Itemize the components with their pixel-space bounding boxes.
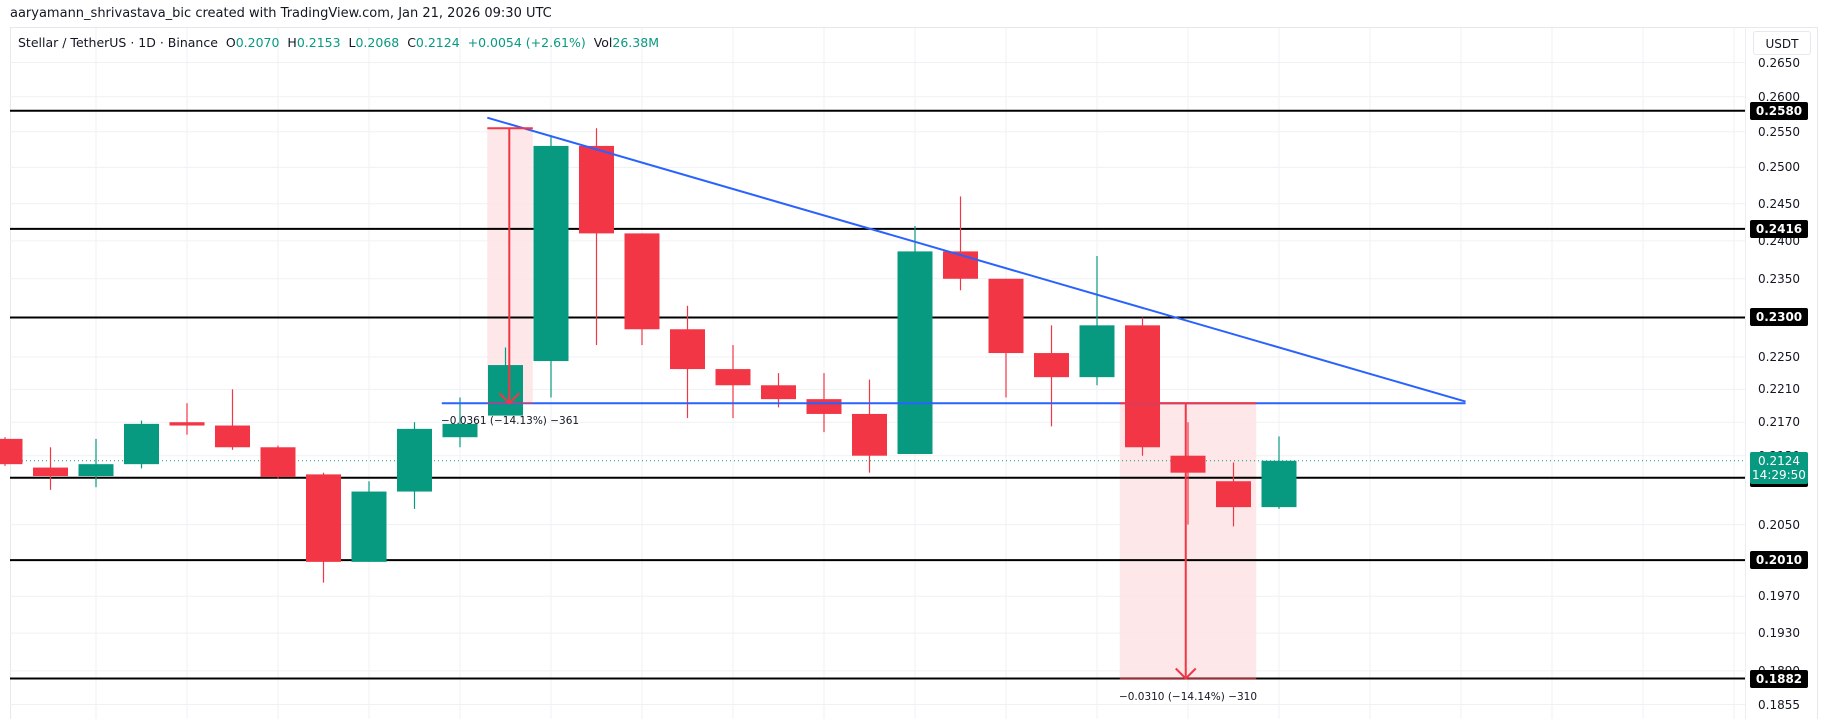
candle-down: [806, 399, 842, 414]
price-tick: 0.2050: [1758, 517, 1800, 532]
candle-down: [1170, 455, 1206, 473]
arrow-down-icon: [498, 392, 521, 405]
measure-label: −0.0310 (−14.14%) −310: [1118, 690, 1258, 703]
candle-up: [442, 423, 478, 438]
open-label: O: [225, 35, 236, 50]
volume-label: Vol: [593, 35, 613, 50]
candle-down: [715, 369, 751, 386]
candle-down: [988, 278, 1024, 354]
level-price-label: 0.1882: [1750, 669, 1808, 688]
low-label: L: [348, 35, 356, 50]
candle-up: [897, 251, 933, 455]
candle-down: [169, 422, 205, 426]
candle-up: [78, 464, 114, 477]
low-value: 0.2068: [355, 35, 400, 50]
symbol-legend: Stellar / TetherUS · 1D · Binance O0.207…: [18, 35, 659, 50]
price-tick: 0.2450: [1758, 196, 1800, 211]
level-price-label: 0.2580: [1750, 101, 1808, 120]
chart-credit: aaryamann_shrivastava_bic created with T…: [10, 6, 552, 21]
price-tick: 0.2600: [1758, 89, 1800, 104]
candle-down: [306, 474, 341, 562]
last-price-label: 0.2124 14:29:50: [1750, 451, 1808, 484]
price-tick: 0.2170: [1758, 415, 1800, 430]
bar-countdown: 14:29:50: [1752, 467, 1806, 482]
candle-up: [1079, 325, 1115, 378]
change-value: +0.0054 (+2.61%): [467, 35, 586, 50]
descending-trendline: [487, 116, 1466, 403]
candle-up: [124, 423, 159, 465]
price-tick: 0.1855: [1758, 697, 1800, 712]
candle-down: [1034, 353, 1069, 378]
currency-button[interactable]: USDT: [1753, 31, 1811, 55]
last-price-value: 0.2124: [1758, 453, 1800, 468]
price-tick: 0.2650: [1758, 55, 1800, 70]
candle-down: [670, 329, 705, 370]
candle-down: [33, 467, 68, 477]
price-tick: 0.2500: [1758, 160, 1800, 175]
candle-down: [215, 425, 250, 448]
level-price-label: 0.2300: [1750, 308, 1808, 327]
candle-down: [1216, 481, 1251, 508]
level-price-label: 0.2416: [1750, 219, 1808, 238]
candle-down: [0, 438, 23, 465]
price-tick: 0.2550: [1758, 124, 1800, 139]
price-tick: 0.2350: [1758, 271, 1800, 286]
price-tick: 0.2250: [1758, 350, 1800, 365]
price-tick: 0.2210: [1758, 382, 1800, 397]
level-price-label: 0.2010: [1750, 551, 1808, 570]
candle-down: [1125, 325, 1160, 448]
candle-up: [1261, 460, 1297, 508]
candle-down: [761, 385, 796, 400]
high-label: H: [287, 35, 297, 50]
candle-down: [260, 447, 296, 477]
symbol-title[interactable]: Stellar / TetherUS · 1D · Binance: [18, 35, 218, 50]
measure-label: −0.0361 (−14.13%) −361: [441, 415, 580, 428]
high-value: 0.2153: [296, 35, 341, 50]
candle-up: [533, 145, 569, 362]
arrow-down-icon: [1175, 667, 1197, 680]
chart-frame: [10, 27, 1818, 719]
price-axis-separator: [1745, 27, 1746, 719]
candle-up: [488, 365, 523, 416]
price-tick: 0.1930: [1758, 626, 1800, 641]
close-label: C: [407, 35, 416, 50]
close-value: 0.2124: [415, 35, 460, 50]
candle-up: [397, 428, 432, 492]
open-value: 0.2070: [235, 35, 280, 50]
volume-value: 26.38M: [612, 35, 659, 50]
candle-down: [852, 413, 887, 456]
candle-down: [579, 145, 614, 234]
candle-up: [351, 491, 387, 562]
candle-down: [624, 233, 660, 330]
price-tick: 0.1970: [1758, 589, 1800, 604]
